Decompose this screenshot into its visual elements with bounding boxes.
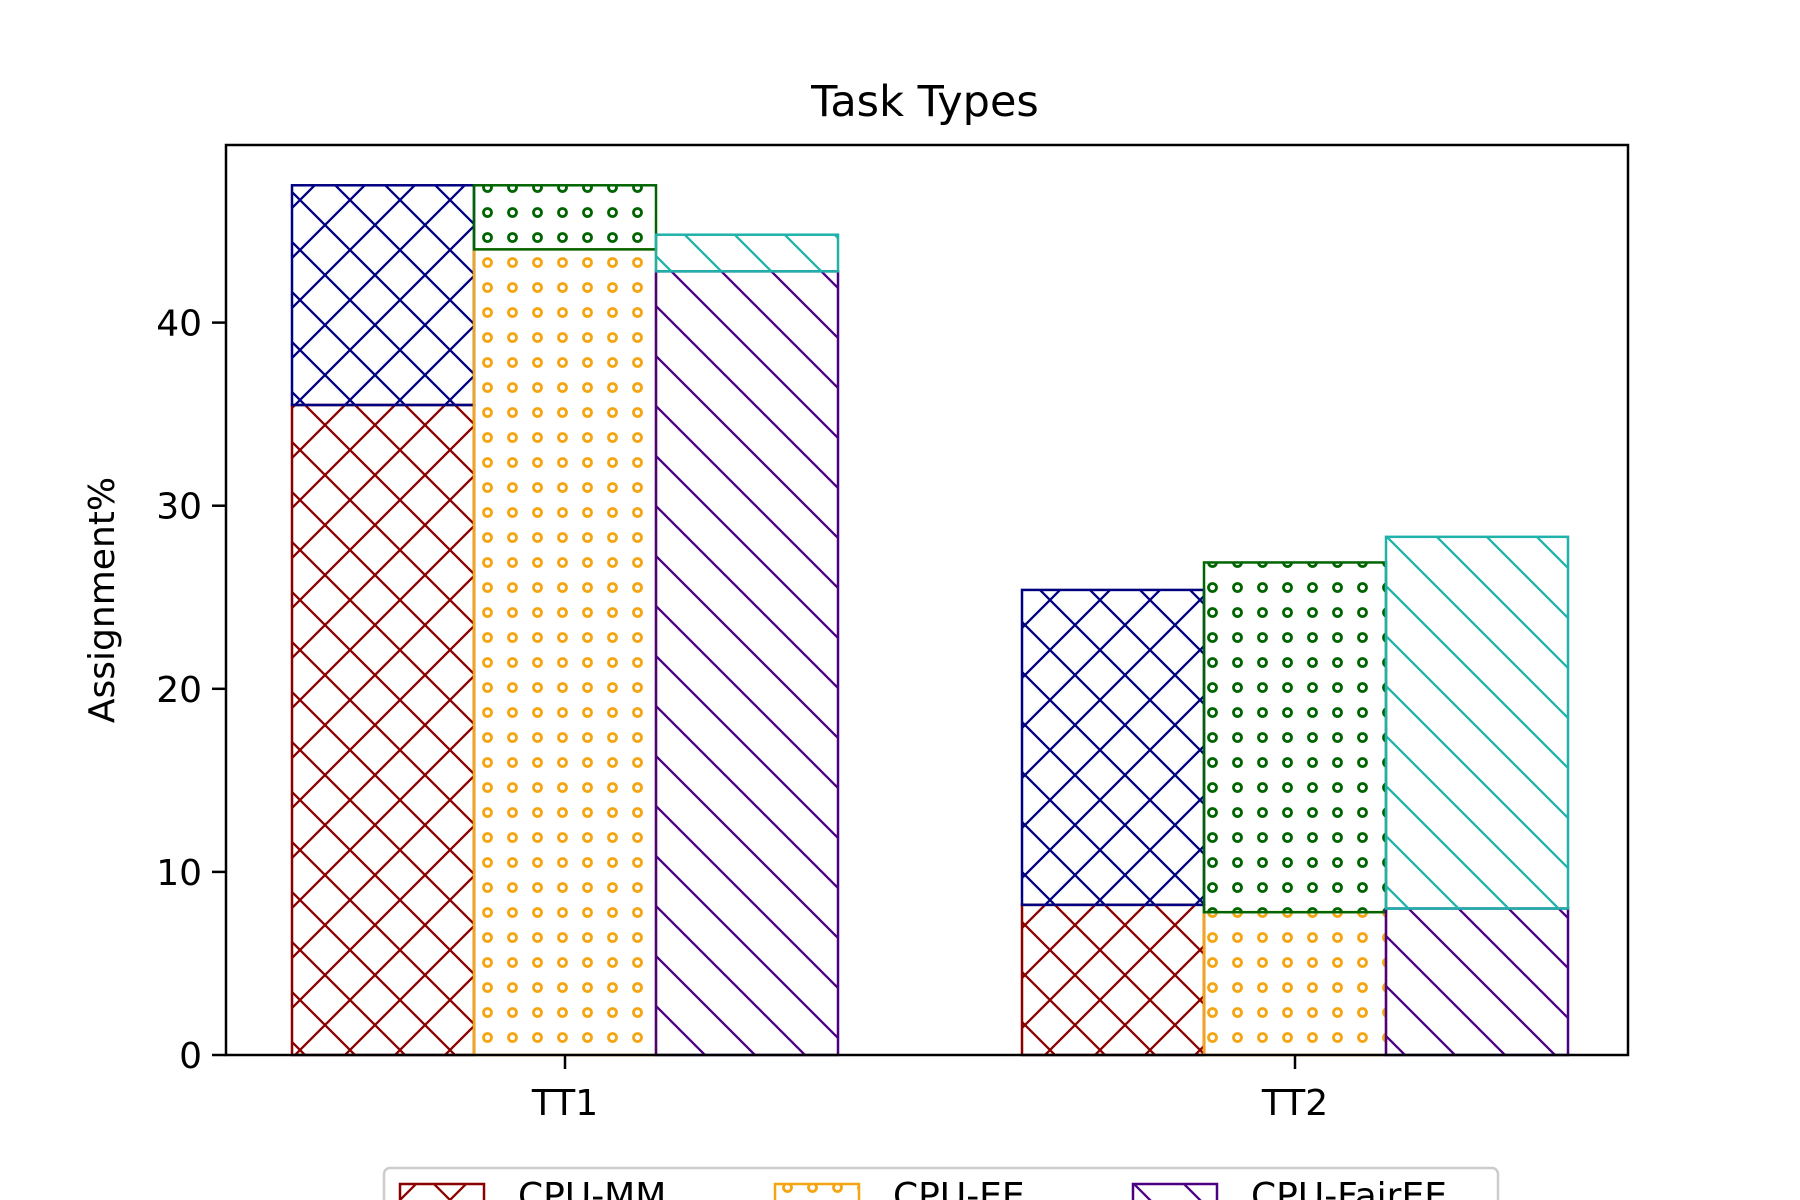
plot-area-frame [224, 143, 1630, 1057]
y-axis-title: Assignment% [82, 477, 123, 723]
bar-tt2-ee-top [1202, 561, 1388, 914]
bar-tt1-ee-base [472, 248, 658, 1057]
bar-tt1-fairee-base [654, 270, 840, 1057]
bar-tt2-ee-base [1202, 910, 1388, 1057]
y-tick-label-0: 0 [179, 1036, 202, 1077]
bar-tt2-mm-top [1020, 588, 1206, 907]
bar-tt2-mm-base [1020, 903, 1206, 1057]
y-tick-label-30: 30 [156, 487, 202, 528]
legend-label-1: CPU-EE [893, 1176, 1025, 1200]
legend-swatch-1 [773, 1182, 861, 1200]
bar-tt2-fairee-base [1384, 907, 1570, 1057]
legend: CPU-MM CPU-EE CPU-FairEE [382, 1166, 1500, 1200]
chart-title: Task Types [810, 77, 1039, 127]
bar-tt2-fairee-top [1384, 535, 1570, 910]
x-tick-label-tt2: TT2 [1261, 1083, 1328, 1124]
legend-label-2: CPU-FairEE [1251, 1176, 1447, 1200]
axes-layer: 0 10 20 30 40 TT1 TT2 [156, 304, 1328, 1124]
y-tick-label-10: 10 [156, 853, 202, 894]
legend-swatch-2 [1131, 1182, 1219, 1200]
y-tick-label-20: 20 [156, 670, 202, 711]
legend-label-0: CPU-MM [518, 1176, 666, 1200]
bar-tt1-fairee-top [654, 233, 840, 273]
bar-tt1-ee-top [472, 184, 658, 251]
legend-swatch-0 [398, 1182, 486, 1200]
legend-frame [382, 1166, 1500, 1200]
y-tick-label-40: 40 [156, 304, 202, 345]
bars-layer [290, 184, 1570, 1057]
bar-tt1-mm-base [290, 403, 476, 1057]
x-tick-label-tt1: TT1 [531, 1083, 598, 1124]
bar-tt1-mm-top [290, 184, 476, 407]
